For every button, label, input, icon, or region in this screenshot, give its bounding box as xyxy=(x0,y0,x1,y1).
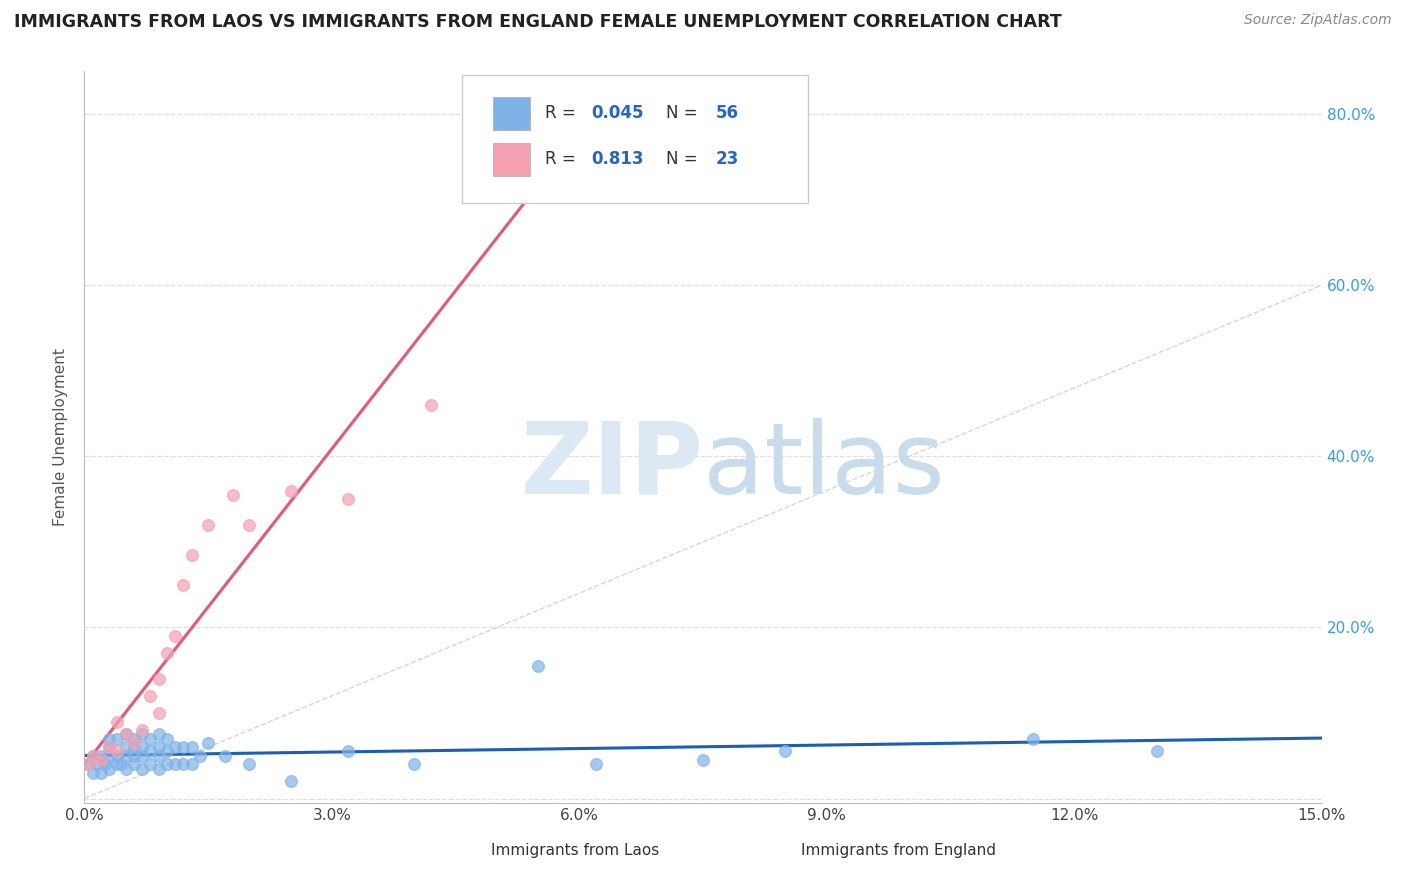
Point xyxy=(172,577,194,591)
Point xyxy=(156,646,179,660)
Point xyxy=(105,748,128,763)
Point xyxy=(122,757,145,772)
Point xyxy=(172,757,194,772)
Point xyxy=(527,659,550,673)
Point xyxy=(139,689,162,703)
Point xyxy=(131,723,153,737)
Text: 0.045: 0.045 xyxy=(592,104,644,122)
Point xyxy=(156,744,179,758)
Point xyxy=(1146,744,1168,758)
Point xyxy=(188,748,211,763)
Point xyxy=(148,748,170,763)
Text: Source: ZipAtlas.com: Source: ZipAtlas.com xyxy=(1244,13,1392,28)
Point xyxy=(337,492,360,507)
Point xyxy=(131,740,153,755)
FancyBboxPatch shape xyxy=(492,143,530,176)
Point xyxy=(82,748,104,763)
Point xyxy=(82,765,104,780)
Point xyxy=(238,757,260,772)
Text: ZIP: ZIP xyxy=(520,417,703,515)
Text: R =: R = xyxy=(544,150,581,168)
Point xyxy=(131,727,153,741)
Point xyxy=(114,727,136,741)
Point xyxy=(156,731,179,746)
Point xyxy=(148,740,170,755)
Point xyxy=(502,176,524,190)
Point xyxy=(197,736,219,750)
FancyBboxPatch shape xyxy=(492,96,530,129)
Point xyxy=(692,753,714,767)
Point xyxy=(139,731,162,746)
Text: 0.813: 0.813 xyxy=(592,150,644,168)
Point xyxy=(122,731,145,746)
Point xyxy=(404,757,426,772)
Point xyxy=(98,748,121,763)
Point xyxy=(165,629,187,643)
Point xyxy=(122,740,145,755)
Point xyxy=(77,757,100,772)
FancyBboxPatch shape xyxy=(759,838,786,863)
Point xyxy=(172,740,194,755)
Point xyxy=(98,762,121,776)
Point xyxy=(337,744,360,758)
Point xyxy=(214,748,236,763)
Point xyxy=(180,548,202,562)
Point xyxy=(98,740,121,755)
Point xyxy=(105,744,128,758)
Point xyxy=(180,740,202,755)
Text: 56: 56 xyxy=(716,104,738,122)
Point xyxy=(82,748,104,763)
Point xyxy=(148,762,170,776)
Point xyxy=(90,765,112,780)
Y-axis label: Female Unemployment: Female Unemployment xyxy=(53,348,69,526)
Text: 23: 23 xyxy=(716,150,738,168)
Text: Immigrants from England: Immigrants from England xyxy=(801,843,995,858)
Point xyxy=(165,740,187,755)
Point xyxy=(222,488,245,502)
Point xyxy=(585,757,607,772)
FancyBboxPatch shape xyxy=(450,838,477,863)
Point xyxy=(280,483,302,498)
Point xyxy=(131,762,153,776)
Point xyxy=(98,740,121,755)
Point xyxy=(775,744,797,758)
Point xyxy=(90,753,112,767)
Text: atlas: atlas xyxy=(703,417,945,515)
Point xyxy=(105,757,128,772)
Point xyxy=(114,748,136,763)
Point xyxy=(114,727,136,741)
Point xyxy=(280,774,302,789)
Point xyxy=(90,748,112,763)
Point xyxy=(165,757,187,772)
Point xyxy=(139,757,162,772)
Point xyxy=(94,757,117,772)
Point xyxy=(156,757,179,772)
Point xyxy=(110,757,132,772)
Point xyxy=(148,672,170,686)
Point xyxy=(1022,731,1045,746)
Point xyxy=(105,714,128,729)
Point xyxy=(148,706,170,720)
Point xyxy=(197,517,219,532)
Point xyxy=(98,731,121,746)
Text: R =: R = xyxy=(544,104,581,122)
Point xyxy=(114,762,136,776)
Point xyxy=(114,740,136,755)
Point xyxy=(148,727,170,741)
Point xyxy=(77,757,100,772)
Point xyxy=(131,748,153,763)
FancyBboxPatch shape xyxy=(461,75,808,203)
Point xyxy=(139,744,162,758)
Text: N =: N = xyxy=(666,104,703,122)
Point xyxy=(122,748,145,763)
Point xyxy=(180,757,202,772)
Point xyxy=(238,517,260,532)
Point xyxy=(86,757,108,772)
Text: IMMIGRANTS FROM LAOS VS IMMIGRANTS FROM ENGLAND FEMALE UNEMPLOYMENT CORRELATION : IMMIGRANTS FROM LAOS VS IMMIGRANTS FROM … xyxy=(14,13,1062,31)
Point xyxy=(122,736,145,750)
Text: N =: N = xyxy=(666,150,703,168)
Point xyxy=(419,398,441,412)
Text: Immigrants from Laos: Immigrants from Laos xyxy=(492,843,659,858)
Point xyxy=(105,731,128,746)
